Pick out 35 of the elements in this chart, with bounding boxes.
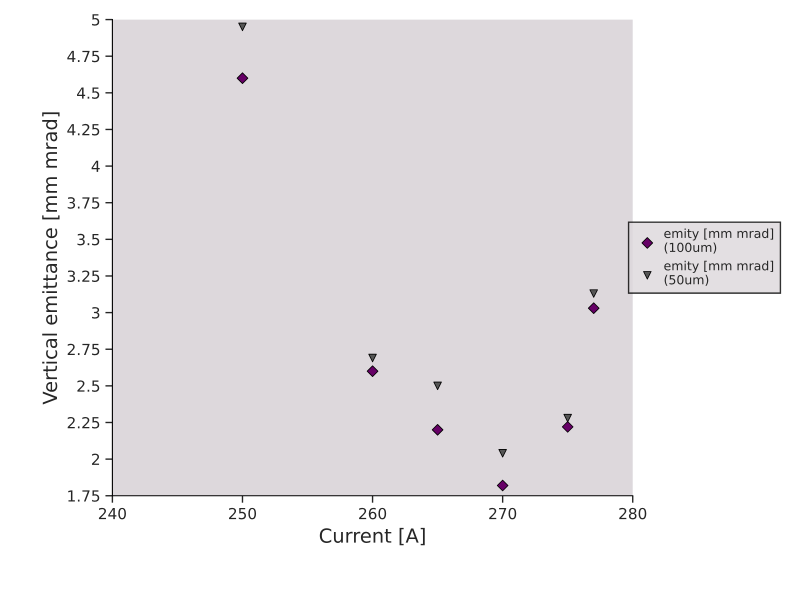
y-tick-label: 4.25 bbox=[67, 124, 100, 136]
point bbox=[238, 22, 247, 32]
legend-label: emity [mm mrad] (50um) bbox=[664, 260, 774, 286]
point bbox=[588, 302, 600, 314]
y-tick-label: 4.5 bbox=[77, 87, 100, 99]
y-tick-label: 4.75 bbox=[67, 50, 100, 62]
y-axis-title: Vertical emittance [mm mrad] bbox=[42, 112, 60, 405]
point bbox=[562, 421, 574, 433]
point bbox=[366, 365, 378, 378]
x-tick-label: 240 bbox=[98, 508, 126, 520]
x-tick-label: 260 bbox=[359, 508, 386, 520]
legend-label: emity [mm mrad] (100um) bbox=[664, 228, 774, 254]
y-tick-label: 2.25 bbox=[68, 416, 100, 429]
y-tick-label: 3 bbox=[92, 307, 100, 319]
y-tick-label: 3.25 bbox=[68, 270, 100, 282]
y-tick-label: 3.5 bbox=[77, 234, 100, 246]
point bbox=[433, 382, 442, 390]
point bbox=[496, 480, 508, 492]
y-tick-label: 4 bbox=[92, 160, 100, 172]
point bbox=[589, 289, 598, 298]
x-tick-label: 280 bbox=[619, 508, 646, 520]
y-tick-label: 2 bbox=[92, 454, 100, 465]
point bbox=[236, 72, 248, 84]
y-tick-label: 5 bbox=[92, 14, 100, 26]
point bbox=[368, 354, 377, 362]
x-tick-label: 250 bbox=[229, 508, 256, 520]
y-tick-label: 3.75 bbox=[68, 197, 100, 209]
x-tick-label: 270 bbox=[489, 508, 516, 520]
point bbox=[432, 424, 444, 436]
y-tick-label: 1.75 bbox=[68, 490, 100, 502]
y-tick-label: 2.75 bbox=[68, 344, 100, 356]
x-axis-title: Current [A] bbox=[320, 528, 425, 546]
point bbox=[498, 449, 507, 458]
point bbox=[563, 414, 572, 422]
y-tick-label: 2.5 bbox=[77, 380, 100, 392]
